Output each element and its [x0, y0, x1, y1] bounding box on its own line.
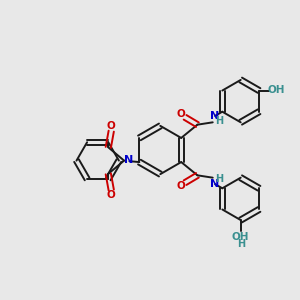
Text: H: H	[215, 174, 223, 184]
Text: OH: OH	[232, 232, 249, 242]
Text: O: O	[107, 121, 116, 131]
Text: O: O	[107, 190, 116, 200]
Text: H: H	[237, 238, 245, 249]
Text: OH: OH	[267, 85, 285, 95]
Text: N: N	[210, 111, 219, 122]
Text: N: N	[124, 155, 133, 165]
Text: H: H	[215, 116, 223, 126]
Text: O: O	[176, 181, 185, 190]
Text: O: O	[176, 110, 185, 119]
Text: N: N	[210, 178, 219, 189]
